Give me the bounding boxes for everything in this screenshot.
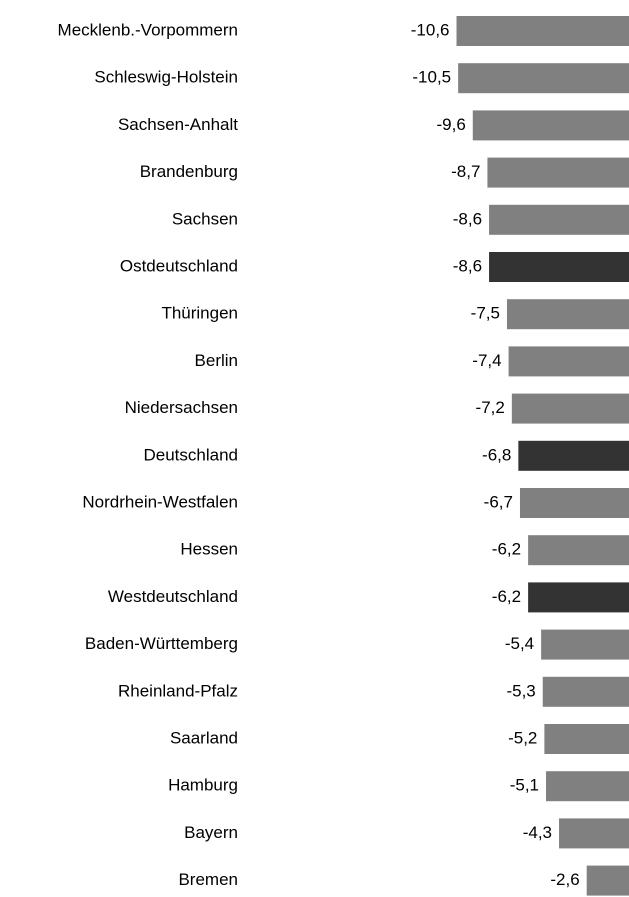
- value-label: -7,4: [472, 351, 501, 370]
- value-label: -8,6: [453, 209, 482, 228]
- bar: [458, 63, 629, 94]
- value-label: -6,8: [482, 445, 511, 464]
- value-label: -9,6: [436, 115, 465, 134]
- value-label: -5,2: [508, 728, 537, 747]
- category-label: Sachsen: [172, 209, 238, 228]
- value-label: -6,2: [492, 587, 521, 606]
- value-label: -2,6: [550, 870, 579, 889]
- bar: [546, 771, 629, 802]
- category-label: Berlin: [195, 351, 238, 370]
- bar: [489, 204, 629, 235]
- category-label: Bremen: [178, 870, 238, 889]
- bar: [487, 157, 629, 188]
- category-label: Westdeutschland: [108, 587, 238, 606]
- bar: [559, 818, 629, 849]
- bar: [544, 724, 629, 754]
- category-label: Ostdeutschland: [120, 256, 238, 275]
- bar: [506, 299, 629, 330]
- bar: [508, 346, 629, 377]
- category-label: Deutschland: [143, 445, 238, 464]
- category-label: Schleswig-Holstein: [94, 68, 238, 87]
- category-label: Thüringen: [161, 304, 238, 323]
- category-label: Mecklenb.-Vorpommern: [58, 20, 238, 39]
- bar: [519, 488, 629, 518]
- value-label: -8,7: [451, 162, 480, 181]
- bar: [528, 582, 629, 613]
- category-label: Nordrhein-Westfalen: [82, 492, 238, 511]
- category-label: Saarland: [170, 728, 238, 747]
- bar: [456, 16, 629, 46]
- value-label: -4,3: [523, 823, 552, 842]
- bar: [472, 110, 629, 141]
- category-label: Niedersachsen: [125, 398, 238, 417]
- bar: [489, 252, 629, 282]
- bar: [541, 629, 629, 660]
- value-label: -5,4: [505, 634, 534, 653]
- value-label: -10,6: [411, 20, 450, 39]
- category-label: Hamburg: [168, 776, 238, 795]
- value-label: -5,3: [506, 681, 535, 700]
- value-label: -6,7: [484, 492, 513, 511]
- value-label: -7,2: [476, 398, 505, 417]
- value-label: -8,6: [453, 256, 482, 275]
- bar: [518, 440, 629, 471]
- value-label: -7,5: [471, 304, 500, 323]
- category-label: Bayern: [184, 823, 238, 842]
- bar: [586, 865, 629, 896]
- bar: [511, 393, 629, 424]
- category-label: Brandenburg: [140, 162, 238, 181]
- category-label: Baden-Württemberg: [85, 634, 238, 653]
- value-label: -10,5: [412, 68, 451, 87]
- category-label: Hessen: [180, 540, 238, 559]
- bar: [528, 535, 629, 566]
- value-label: -5,1: [510, 776, 539, 795]
- category-label: Sachsen-Anhalt: [118, 115, 238, 134]
- category-label: Rheinland-Pfalz: [118, 681, 238, 700]
- bar: [542, 676, 629, 707]
- value-label: -6,2: [492, 540, 521, 559]
